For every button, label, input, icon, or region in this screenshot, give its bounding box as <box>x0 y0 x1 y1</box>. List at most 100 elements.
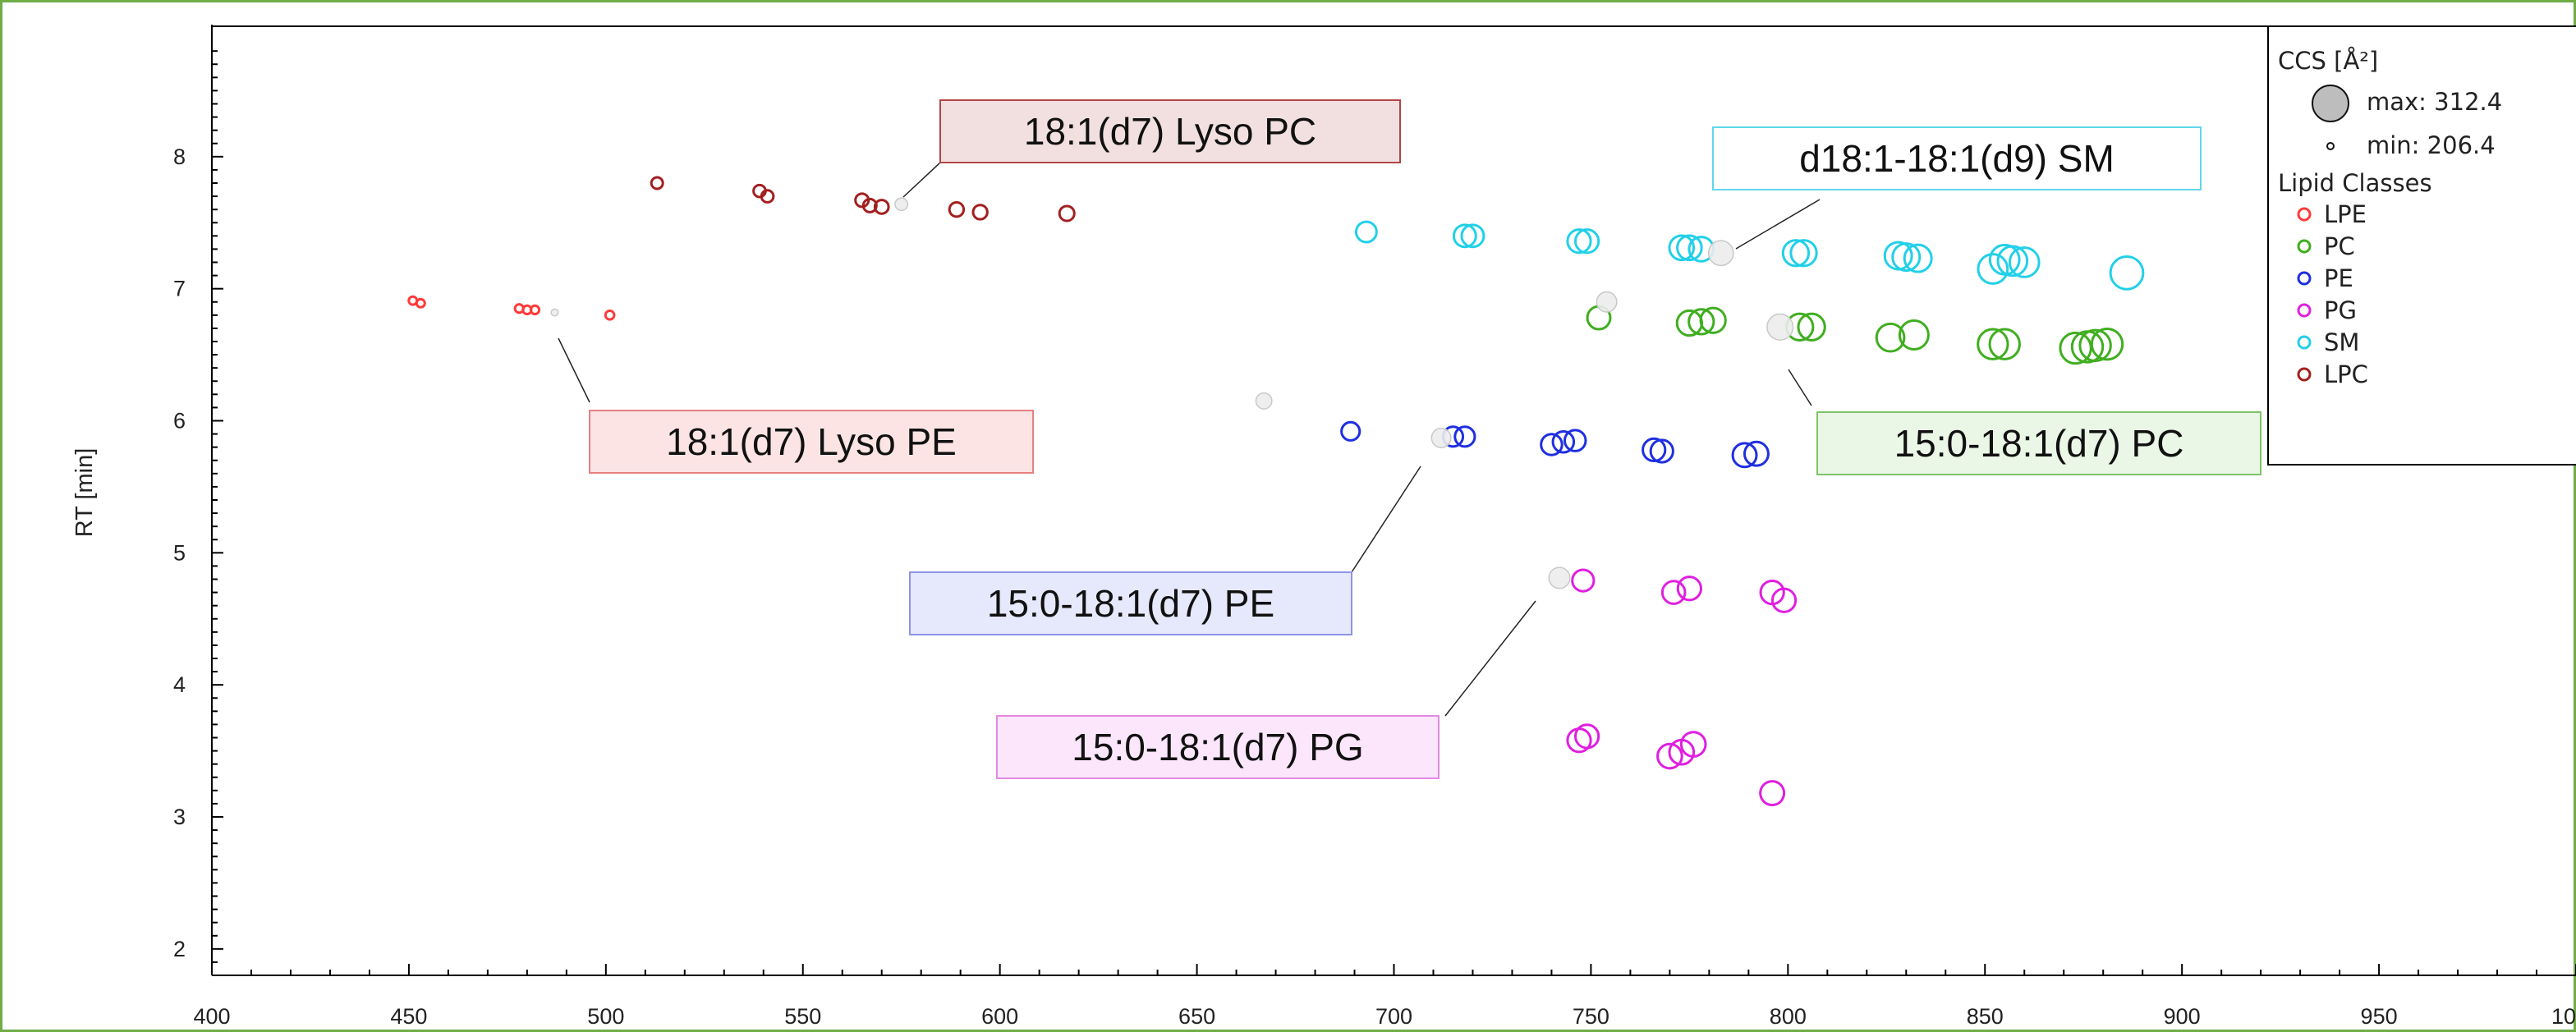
point-sm <box>1566 228 1592 255</box>
point-pc <box>2059 331 2092 365</box>
annotation-box <box>939 99 1401 163</box>
legend-marker-pg <box>2297 303 2312 318</box>
x-tick-label: 600 <box>981 1004 1018 1029</box>
x-tick-label: 750 <box>1573 1004 1609 1029</box>
legend-entries: LPE PC PE PG SM LPC <box>2297 200 2368 388</box>
point-pe <box>1540 433 1564 456</box>
legend-size-min-marker <box>2326 142 2335 150</box>
annotation-labels: 18:1(d7) Lyso PC 18:1(d7) Lyso PE d18:1-18… <box>589 99 2261 779</box>
point-pg <box>1676 576 1702 602</box>
point-pe <box>1743 440 1770 467</box>
point-sm <box>1781 239 1811 268</box>
annotation-label: 18:1(d7) Lyso PE <box>666 420 957 463</box>
point-pc <box>1977 328 2009 360</box>
point-sm <box>1668 234 1696 262</box>
point-lpc <box>1058 204 1076 222</box>
point-pe <box>1453 425 1476 448</box>
point-pc <box>1988 328 2021 360</box>
x-tick-label: 700 <box>1375 1004 1412 1029</box>
point-sm <box>1996 245 2029 277</box>
point-pe <box>1649 438 1674 464</box>
y-tick-label: 4 <box>173 672 186 697</box>
point-pe <box>1340 420 1361 442</box>
point-pe <box>1563 429 1587 452</box>
point-lpc <box>873 199 890 215</box>
point-pg <box>1573 723 1600 750</box>
point-pc <box>1797 312 1826 342</box>
annotation-leader-line <box>1351 466 1421 573</box>
point-pg <box>1770 587 1798 613</box>
point-sm <box>1460 223 1485 249</box>
point-lpe <box>604 310 616 321</box>
x-tick-label: 1000 <box>2551 1004 2576 1029</box>
x-tick-label: 850 <box>1967 1004 2004 1029</box>
y-tick-label: 7 <box>173 277 186 301</box>
point-pg <box>1656 742 1683 770</box>
internal-standard-point <box>550 308 559 317</box>
point-sm <box>1891 242 1922 273</box>
legend-marker-sm <box>2297 335 2312 350</box>
axes <box>211 25 2576 976</box>
point-pg <box>1660 580 1687 605</box>
legend-class-title: Lipid Classes <box>2278 169 2432 197</box>
x-tick-label: 800 <box>1770 1004 1807 1029</box>
legend-label-lpe: LPE <box>2324 200 2367 228</box>
point-pg <box>1679 731 1707 758</box>
point-pe <box>1731 442 1758 469</box>
annotation-label: 18:1(d7) Lyso PC <box>1024 110 1316 153</box>
legend-marker-lpe <box>2297 207 2312 222</box>
point-pc <box>2090 328 2124 361</box>
annotation-box <box>589 410 1034 474</box>
internal-standard-point <box>1596 291 1618 313</box>
annotation-leaders <box>558 162 1821 717</box>
y-tick-label: 5 <box>173 540 186 565</box>
point-sm <box>1977 253 2009 285</box>
data-points <box>407 176 2145 807</box>
internal-standard-point <box>1430 427 1452 448</box>
legend-label-pc: PC <box>2324 232 2355 260</box>
annotation-box <box>909 571 1352 635</box>
point-pg <box>1571 568 1596 593</box>
legend: CCS [Å²] max: 312.4 min: 206.4 Lipid Cla… <box>2267 25 2576 466</box>
annotation-label: 15:0-18:1(d7) PG <box>1072 726 1363 768</box>
y-axis-title: RT [min] <box>71 448 98 538</box>
legend-marker-lpc <box>2297 367 2312 382</box>
point-lpc <box>948 200 966 218</box>
point-lpc <box>760 189 775 204</box>
y-ticks: 2 3 4 5 6 7 8 <box>173 50 223 976</box>
annotation-label: 15:0-18:1(d7) PC <box>1894 422 2184 465</box>
point-pe <box>1642 437 1667 462</box>
point-lpc <box>650 176 664 190</box>
internal-standard-point <box>1548 566 1571 589</box>
y-tick-label: 6 <box>173 409 186 433</box>
y-tick-label: 3 <box>173 805 186 829</box>
internal-standard-point <box>1766 313 1794 341</box>
point-sm <box>1354 220 1378 244</box>
point-pe <box>1551 429 1576 454</box>
annotation-box <box>1816 411 2261 475</box>
point-pc <box>2078 328 2112 363</box>
legend-size-max-label: max: 312.4 <box>2367 88 2502 116</box>
internal-standard-point <box>1255 392 1273 410</box>
point-pg <box>1759 780 1786 807</box>
legend-label-pg: PG <box>2324 296 2357 324</box>
legend-label-sm: SM <box>2324 328 2359 356</box>
y-tick-label: 8 <box>173 144 186 169</box>
x-tick-label: 400 <box>193 1004 230 1029</box>
annotation-leader-line <box>1444 600 1536 717</box>
annotation-box <box>1712 126 2202 190</box>
x-tick-label: 450 <box>390 1004 427 1029</box>
x-tick-label: 950 <box>2361 1004 2398 1029</box>
point-lpc <box>971 204 989 221</box>
legend-size-min-label: min: 206.4 <box>2367 131 2496 159</box>
annotation-label: 15:0-18:1(d7) PE <box>987 582 1274 625</box>
annotation-leader-line <box>1788 369 1812 406</box>
point-sm <box>2109 255 2145 291</box>
legend-label-lpc: LPC <box>2324 360 2368 388</box>
legend-size-title: CCS [Å²] <box>2278 47 2378 75</box>
point-sm <box>1789 239 1818 268</box>
point-lpe <box>415 297 426 309</box>
x-tick-label: 900 <box>2164 1004 2201 1029</box>
